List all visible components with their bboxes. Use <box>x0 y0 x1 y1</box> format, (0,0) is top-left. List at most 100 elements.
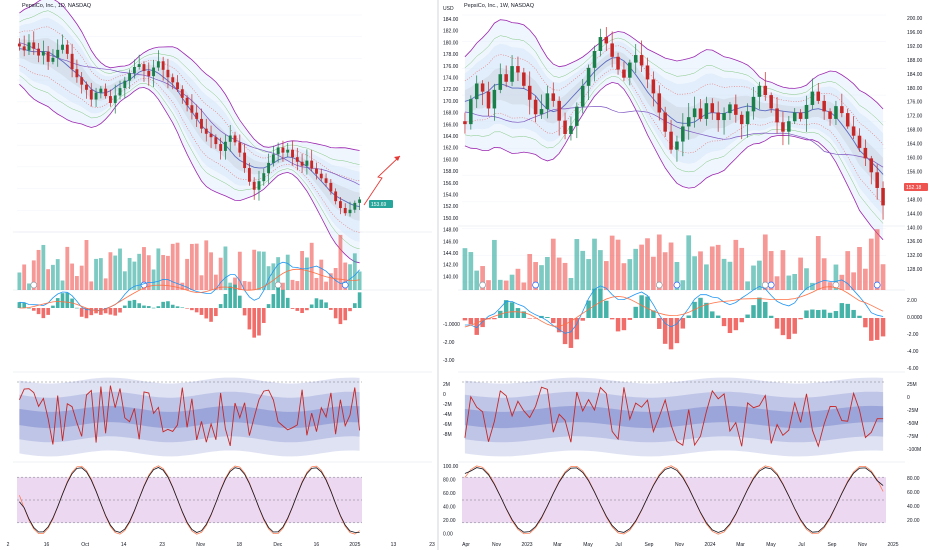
macd-tick-left: -2.00 <box>443 340 455 346</box>
volume-bar <box>574 239 580 290</box>
volume-bar <box>798 257 803 290</box>
x-tick-label: 2023 <box>521 542 532 548</box>
flow-tick-left: 0 <box>443 392 446 398</box>
price-tick-right: 172.00 <box>907 114 923 120</box>
flow-tick-left: -4M <box>443 412 452 418</box>
macd-histogram-bar <box>55 298 60 308</box>
candle-body <box>233 135 237 143</box>
left-price-badge: 153.69 <box>369 200 393 208</box>
right-candles <box>463 27 885 220</box>
volume-bar <box>41 244 46 290</box>
candle-body <box>569 125 573 134</box>
volume-bar <box>656 234 662 290</box>
macd-histogram-bar <box>851 309 856 318</box>
candle-body <box>492 89 497 109</box>
volume-bar <box>70 263 75 290</box>
event-marker <box>761 281 769 289</box>
macd-histogram-bar <box>22 302 27 308</box>
x-tick-label: 16 <box>44 542 50 548</box>
candle-body <box>857 135 862 148</box>
macd-tick-right: 2.00 <box>907 298 917 304</box>
macd-histogram-bar <box>132 299 137 308</box>
volume-bar <box>762 234 768 290</box>
candle-body <box>728 104 732 114</box>
lower-outer-band-line <box>464 81 884 241</box>
macd-histogram-bar <box>319 299 324 308</box>
macd-histogram-bar <box>46 308 50 315</box>
volume-bar <box>733 239 739 290</box>
volume-bar <box>527 253 533 290</box>
stochastic-tick-left: 80.00 <box>443 478 456 484</box>
macd-histogram-bar <box>218 304 223 308</box>
left-macd <box>17 261 362 338</box>
volume-bar <box>261 251 266 290</box>
volume-bar <box>497 279 503 290</box>
candle-body <box>353 202 357 210</box>
candle-body <box>681 126 685 142</box>
candle-body <box>763 85 768 96</box>
price-tick-left: 184.00 <box>443 17 459 23</box>
x-tick-label: 14 <box>121 542 127 548</box>
candle-body <box>504 74 508 82</box>
candle-body <box>214 137 218 145</box>
volume-bar <box>348 264 352 290</box>
price-tick-right: 168.00 <box>907 128 923 134</box>
x-tick-label: 13 <box>391 542 397 548</box>
left-chart-title: PepsiCo, Inc., 1D, NASDAQ <box>22 3 92 9</box>
candle-body <box>94 92 98 100</box>
upper-dotted-band-line <box>464 45 884 145</box>
macd-histogram-bar <box>209 308 213 322</box>
macd-histogram-bar <box>545 316 550 318</box>
volume-bar <box>51 264 55 290</box>
candle-body <box>692 108 697 118</box>
candle-body <box>563 120 567 134</box>
volume-bar <box>118 248 122 290</box>
macd-line <box>464 279 884 334</box>
macd-histogram-bar <box>237 295 242 308</box>
candle-body <box>863 147 868 159</box>
price-tick-right: 164.00 <box>907 142 923 148</box>
x-tick-label: 23 <box>429 542 435 548</box>
stochastic-d-line <box>19 467 360 533</box>
volume-bar <box>281 282 285 290</box>
volume-bar <box>146 255 151 290</box>
candle-body <box>480 83 485 92</box>
right-volume-flow <box>462 377 886 457</box>
stochastic-tick-right: 40.00 <box>907 504 920 510</box>
volume-bar <box>586 259 591 290</box>
candle-body <box>156 61 160 68</box>
price-tick-right: 144.00 <box>907 211 923 217</box>
macd-histogram-bar <box>474 318 479 335</box>
volume-bar <box>880 264 886 290</box>
macd-histogram-bar <box>17 302 22 308</box>
macd-histogram-bar <box>574 318 580 340</box>
macd-histogram-bar <box>314 298 319 308</box>
macd-histogram-bar <box>680 318 686 329</box>
x-tick-label: 2024 <box>704 542 715 548</box>
macd-histogram-bar <box>816 309 821 318</box>
macd-histogram-bar <box>228 286 233 308</box>
candle-body <box>209 133 213 138</box>
macd-histogram-bar <box>780 318 786 336</box>
event-marker <box>767 281 775 289</box>
candle-body <box>113 95 117 103</box>
volume-bar <box>300 251 305 290</box>
macd-tick-right: -4.00 <box>907 349 919 355</box>
candle-body <box>99 88 103 93</box>
candle-body <box>622 69 626 78</box>
volume-bar <box>821 258 827 290</box>
candle-body <box>463 121 467 125</box>
volume-bar <box>237 251 242 290</box>
candle-body <box>358 199 362 203</box>
macd-histogram-bar <box>166 301 170 308</box>
volume-bar <box>127 257 132 290</box>
volume-bar <box>715 244 721 290</box>
right-chart: Apr Nov 2023 Mar May Jul Sep Nov 2024 Mar May Jul Se… <box>443 3 928 548</box>
volume-bar <box>662 252 668 290</box>
macd-histogram-bar <box>295 308 300 311</box>
candle-body <box>104 88 108 97</box>
event-marker <box>873 281 881 289</box>
candle-body <box>704 103 709 119</box>
volume-bar <box>674 261 680 290</box>
candle-body <box>828 111 832 119</box>
